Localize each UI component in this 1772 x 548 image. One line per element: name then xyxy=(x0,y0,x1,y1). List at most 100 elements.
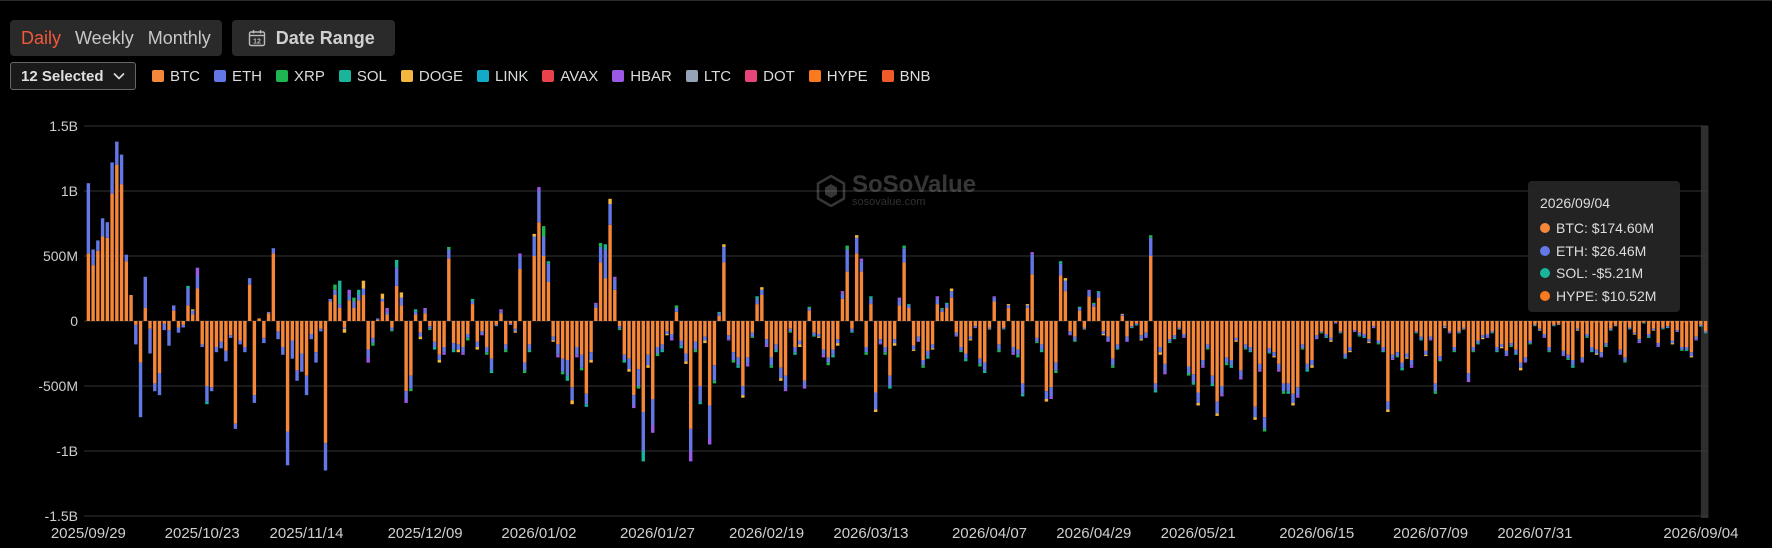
bar-btc xyxy=(717,315,721,321)
bar-btc xyxy=(447,258,451,321)
bar-other xyxy=(1362,336,1366,338)
x-tick-label: 2025/09/29 xyxy=(51,525,126,542)
bar-eth xyxy=(224,350,228,362)
legend-label: LINK xyxy=(495,67,529,85)
bar-btc xyxy=(907,308,911,321)
legend-item-hype[interactable]: HYPE xyxy=(808,68,868,85)
legend-item-bnb[interactable]: BNB xyxy=(881,68,931,85)
legend-item-btc[interactable]: BTC xyxy=(152,68,200,85)
asset-select-dropdown[interactable]: 12 Selected xyxy=(10,62,136,90)
legend-item-link[interactable]: LINK xyxy=(477,68,528,85)
bar-btc xyxy=(233,321,238,424)
bar-eth xyxy=(608,204,612,225)
bar-eth xyxy=(1215,401,1219,414)
bar-eth xyxy=(873,392,878,410)
legend-item-xrp[interactable]: XRP xyxy=(276,68,325,85)
bar-btc xyxy=(494,321,498,325)
legend-item-avax[interactable]: AVAX xyxy=(542,68,598,85)
bar-btc xyxy=(1499,321,1504,345)
bar-btc xyxy=(1438,321,1442,357)
bar-other xyxy=(1215,413,1219,416)
bar-other xyxy=(632,405,636,409)
x-tick-label: 2025/11/14 xyxy=(270,525,344,542)
legend-item-sol[interactable]: SOL xyxy=(338,68,387,85)
bar-btc xyxy=(1371,321,1376,327)
bar-btc xyxy=(783,321,788,376)
bar-btc xyxy=(1414,321,1419,332)
tooltip-value: ETH: $26.46M xyxy=(1556,242,1647,259)
period-daily-button[interactable]: Daily xyxy=(21,28,62,48)
bar-btc xyxy=(1120,315,1124,321)
bar-other xyxy=(1675,331,1679,333)
bar-eth xyxy=(1319,331,1324,333)
bar-btc xyxy=(707,321,712,406)
bar-btc xyxy=(1149,256,1153,321)
bar-other xyxy=(1286,391,1290,394)
bar-other xyxy=(518,253,522,256)
bar-btc xyxy=(1419,321,1423,337)
date-range-button[interactable]: 12 Date Range xyxy=(231,20,395,56)
bar-btc xyxy=(774,321,778,345)
bar-other xyxy=(1333,322,1338,324)
bar-eth xyxy=(1168,339,1172,342)
bar-other xyxy=(688,451,693,462)
bar-other xyxy=(1115,348,1120,350)
bar-other xyxy=(1556,324,1561,325)
bar-btc xyxy=(1481,321,1485,336)
bar-eth xyxy=(907,305,911,308)
bar-other xyxy=(1196,402,1200,406)
bar-eth xyxy=(485,347,489,353)
bar-eth xyxy=(693,341,698,350)
bar-eth xyxy=(1618,349,1622,354)
bar-btc xyxy=(1428,321,1433,337)
bar-btc xyxy=(1030,274,1034,321)
bar-other xyxy=(793,352,797,355)
watermark: SoSoValue sosovalue.com xyxy=(816,173,976,208)
bar-btc xyxy=(1201,321,1205,360)
bar-eth xyxy=(1077,308,1082,311)
bar-btc xyxy=(290,321,295,341)
bar-eth xyxy=(670,334,674,338)
bar-btc xyxy=(413,314,418,321)
legend-item-ltc[interactable]: LTC xyxy=(685,68,731,85)
bar-eth xyxy=(1063,280,1068,292)
bar-eth xyxy=(1101,331,1106,334)
legend-item-doge[interactable]: DOGE xyxy=(400,68,463,85)
bar-eth xyxy=(290,340,295,359)
bar-other xyxy=(1580,361,1585,363)
bar-btc xyxy=(1552,321,1556,325)
bar-eth xyxy=(745,357,750,364)
bar-eth xyxy=(1419,336,1423,340)
bar-btc xyxy=(1025,308,1030,321)
bar-btc xyxy=(266,313,271,321)
bar-btc xyxy=(1106,321,1110,337)
bar-other xyxy=(1329,340,1333,342)
bar-eth xyxy=(200,344,204,347)
bar-btc xyxy=(1684,321,1689,347)
bar-eth xyxy=(655,347,660,354)
bar-btc xyxy=(546,282,551,321)
bar-other xyxy=(1101,334,1106,336)
bar-eth xyxy=(1386,401,1390,410)
bar-other xyxy=(911,349,916,351)
legend-item-hbar[interactable]: HBAR xyxy=(612,68,672,85)
bar-other xyxy=(693,349,698,353)
bar-other xyxy=(1177,328,1181,330)
bar-eth xyxy=(1580,357,1585,362)
bar-btc xyxy=(537,222,541,321)
legend-item-eth[interactable]: ETH xyxy=(214,68,262,85)
bar-eth xyxy=(836,339,840,344)
bar-other xyxy=(897,297,902,301)
bar-eth xyxy=(418,332,423,337)
period-weekly-button[interactable]: Weekly xyxy=(75,28,134,48)
bar-other xyxy=(1485,336,1490,338)
legend-item-dot[interactable]: DOT xyxy=(745,68,795,85)
period-monthly-button[interactable]: Monthly xyxy=(147,28,211,48)
tooltip-dot xyxy=(1540,245,1550,256)
bar-btc xyxy=(1006,308,1011,321)
bar-btc xyxy=(1457,321,1461,332)
bar-btc xyxy=(394,285,399,321)
bar-eth xyxy=(1462,327,1466,329)
bar-btc xyxy=(1158,321,1162,347)
bar-btc xyxy=(1575,321,1580,329)
